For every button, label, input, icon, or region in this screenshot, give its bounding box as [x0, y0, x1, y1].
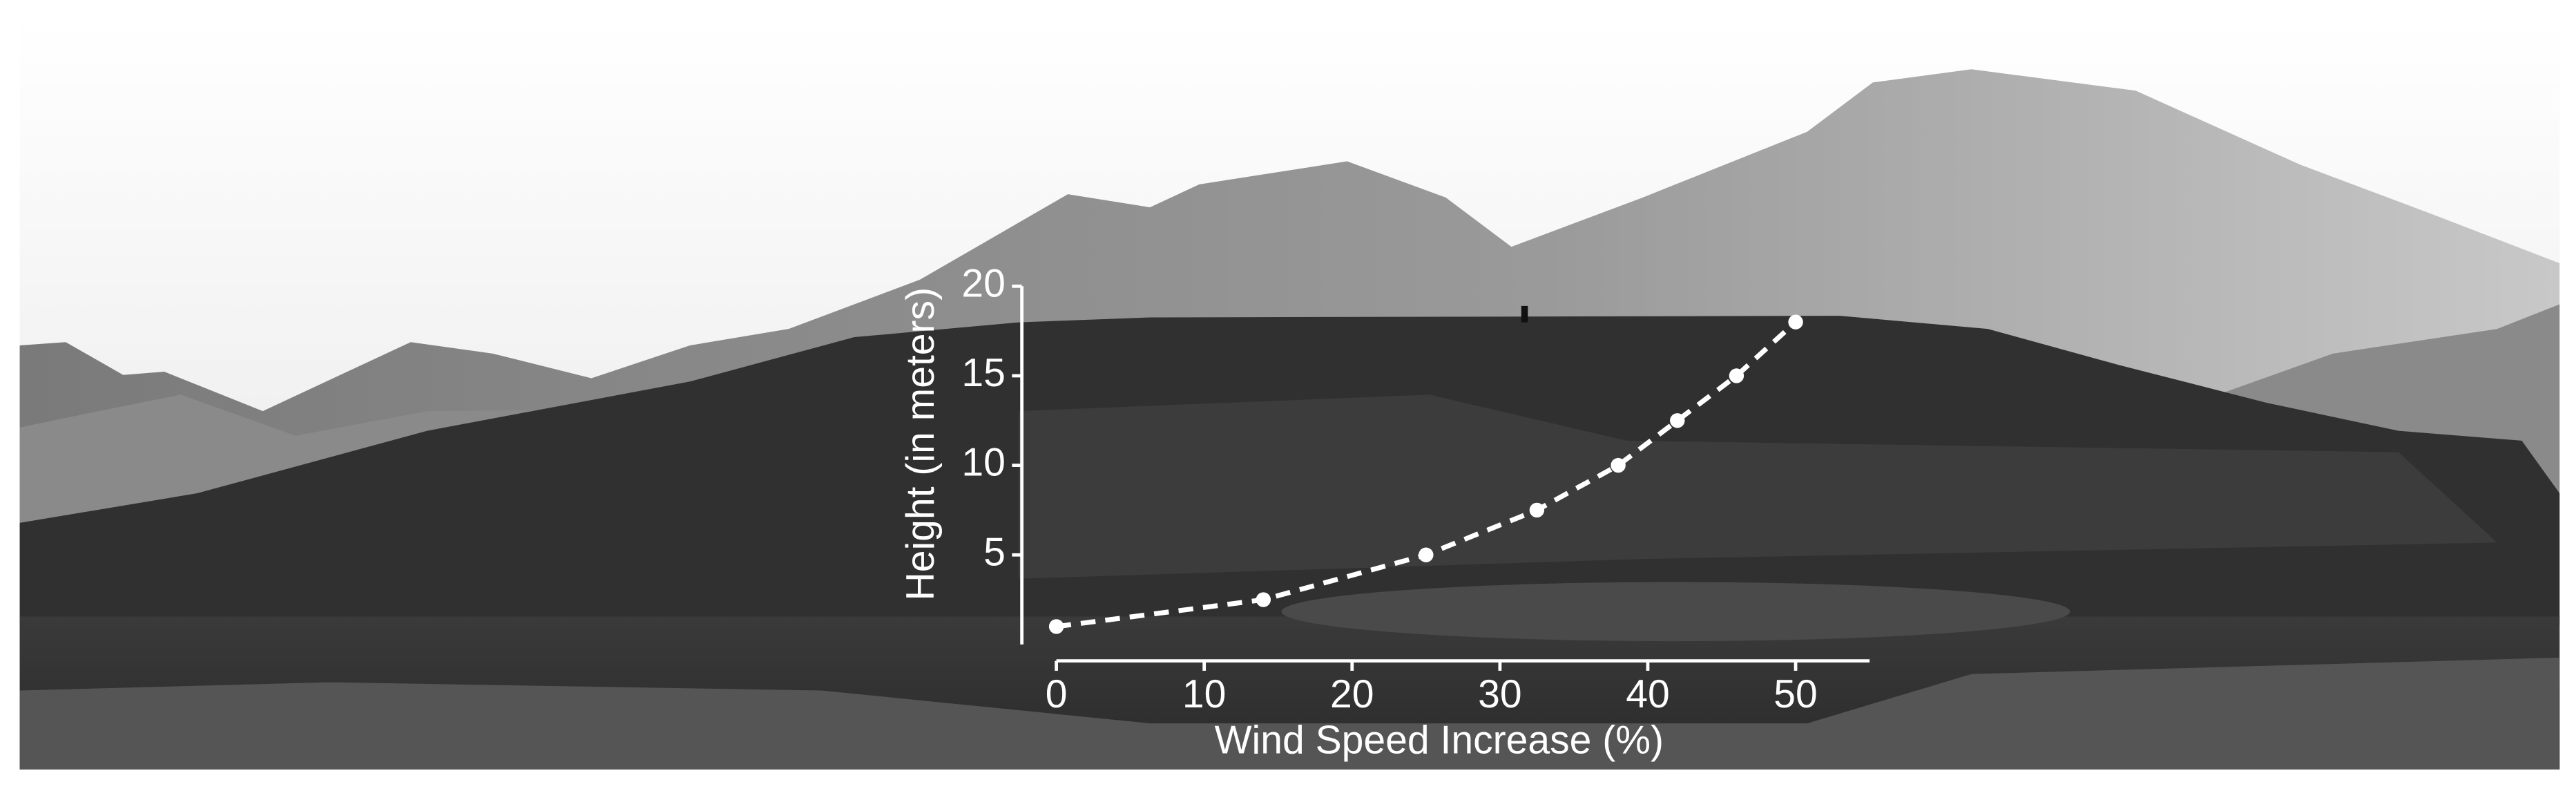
data-point: [1670, 413, 1685, 428]
x-tick-label: 20: [1330, 672, 1374, 716]
data-point: [1788, 314, 1803, 330]
y-tick-label: 5: [983, 530, 1006, 574]
data-point: [1529, 502, 1545, 518]
y-tick-label: 20: [961, 261, 1006, 305]
x-tick-label: 50: [1774, 672, 1818, 716]
pyramid-terraces: [1018, 394, 2497, 579]
field: [19, 657, 2560, 770]
x-tick-label: 40: [1626, 672, 1670, 716]
data-point: [1611, 457, 1626, 473]
data-point: [1729, 368, 1744, 383]
data-point: [1048, 619, 1064, 634]
x-tick-label: 0: [1046, 672, 1068, 716]
x-tick-label: 30: [1478, 672, 1522, 716]
y-tick-label: 10: [961, 441, 1006, 485]
y-tick-label: 15: [961, 351, 1006, 395]
photo-background: [19, 17, 2560, 770]
x-axis-label: Wind Speed Increase (%): [1215, 718, 1664, 763]
data-point: [1419, 547, 1434, 562]
plaza: [1281, 582, 2070, 642]
y-axis-label: Height (in meters): [898, 287, 943, 601]
data-line: [1056, 320, 1798, 629]
data-point: [1256, 592, 1271, 607]
person: [1521, 305, 1528, 323]
x-tick-label: 10: [1182, 672, 1227, 716]
